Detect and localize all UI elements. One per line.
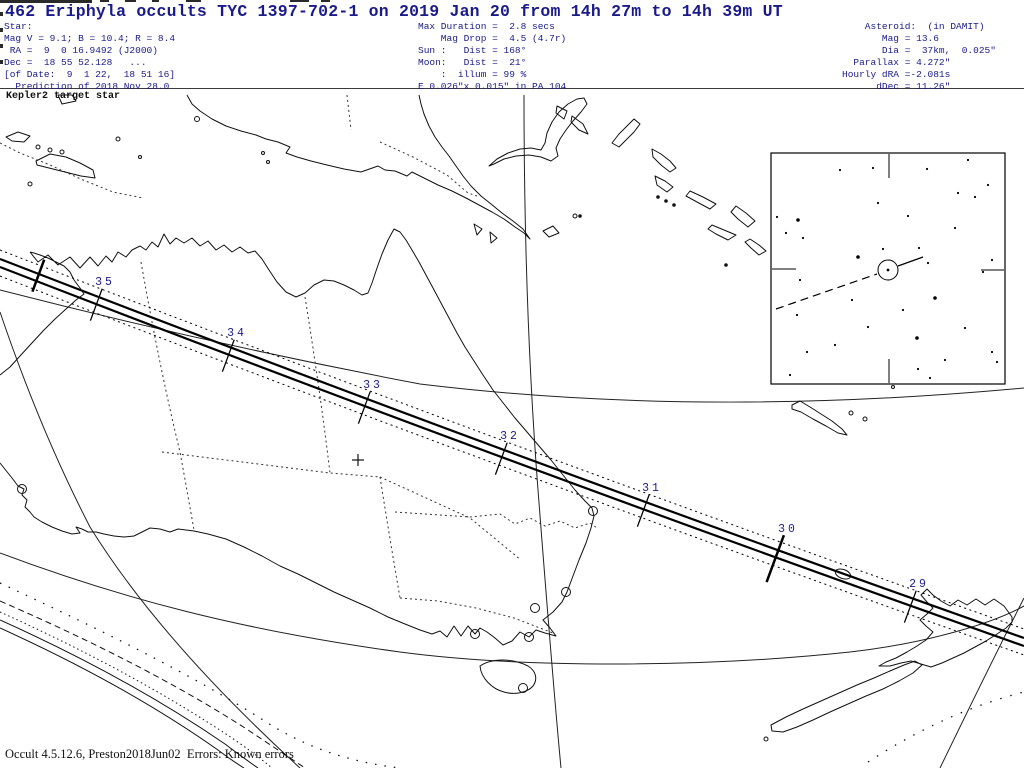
event-info-block: Max Duration = 2.8 secs Mag Drop = 4.5 (…	[418, 21, 567, 92]
star-chart-inset	[770, 152, 1006, 385]
inset-asteroid-track	[775, 256, 924, 310]
border-lines	[0, 94, 598, 634]
nz-north-island-coast	[878, 588, 1013, 668]
site-plus-marker	[352, 454, 364, 466]
star-info-block: Star: Mag V = 9.1; B = 10.4; R = 8.4 RA …	[4, 21, 176, 92]
nz-south-island-coast	[770, 660, 923, 733]
map-corner-label: Kepler2 target star	[6, 91, 121, 102]
event-title: 462 Eriphyla occults TYC 1397-702-1 on 2…	[5, 2, 783, 21]
inset-target-star-circle	[877, 259, 899, 281]
twilight-arcs	[0, 582, 1024, 768]
tasmania-coast	[479, 659, 537, 694]
city-sydney	[561, 587, 571, 597]
tick-label-29: 29	[909, 578, 929, 591]
city-hobart	[518, 683, 528, 693]
path-time-ticks	[31, 259, 917, 623]
meridian-east	[939, 597, 1024, 768]
meridian-center	[523, 94, 562, 768]
bougainville-coast	[651, 148, 677, 173]
path-time-labels: 35 34 33 32 31 30 29	[95, 276, 929, 591]
occultation-path	[0, 249, 1024, 656]
parallel-north	[0, 289, 1024, 403]
timor-islands	[5, 94, 270, 187]
tick-label-30: 30	[778, 523, 798, 536]
inset-star-dots	[775, 158, 999, 380]
city-brisbane	[588, 506, 598, 516]
top-edge-artifacts	[0, 0, 330, 64]
path-edge-south	[0, 265, 1024, 648]
new-caledonia	[791, 385, 895, 436]
papua-offshore-islands	[473, 213, 578, 244]
city-adelaide	[470, 629, 480, 639]
inset-edge-ticks	[772, 154, 1004, 383]
path-error-limit-south	[0, 275, 1024, 656]
tick-label-32: 32	[500, 430, 520, 443]
new-guinea-coast	[186, 94, 531, 240]
path-edge-north	[0, 257, 1024, 640]
asteroid-info-block: Asteroid: (in DAMIT) Mag = 13.6 Dia = 37…	[842, 21, 996, 92]
city-melbourne	[524, 632, 534, 642]
city-canberra	[530, 603, 540, 613]
stewart-island	[763, 736, 769, 742]
graticule-lines	[0, 94, 1024, 768]
new-britain-coast	[488, 97, 588, 167]
city-perth	[17, 484, 27, 494]
city-markers	[17, 484, 598, 693]
path-error-limit-north	[0, 249, 1024, 630]
parallel-south	[0, 552, 1024, 665]
inset-target-star-dot	[886, 268, 890, 272]
tick-label-34: 34	[227, 327, 247, 340]
tick-label-31: 31	[642, 482, 662, 495]
status-bar: Occult 4.5.12.6, Preston2018Jun02 Errors…	[5, 747, 294, 761]
tick-label-33: 33	[363, 379, 383, 392]
header-separator	[0, 88, 1024, 89]
tick-label-35: 35	[95, 276, 115, 289]
new-ireland-coast	[611, 118, 641, 148]
solomon-islands	[555, 105, 767, 267]
meridian-west	[0, 311, 301, 768]
